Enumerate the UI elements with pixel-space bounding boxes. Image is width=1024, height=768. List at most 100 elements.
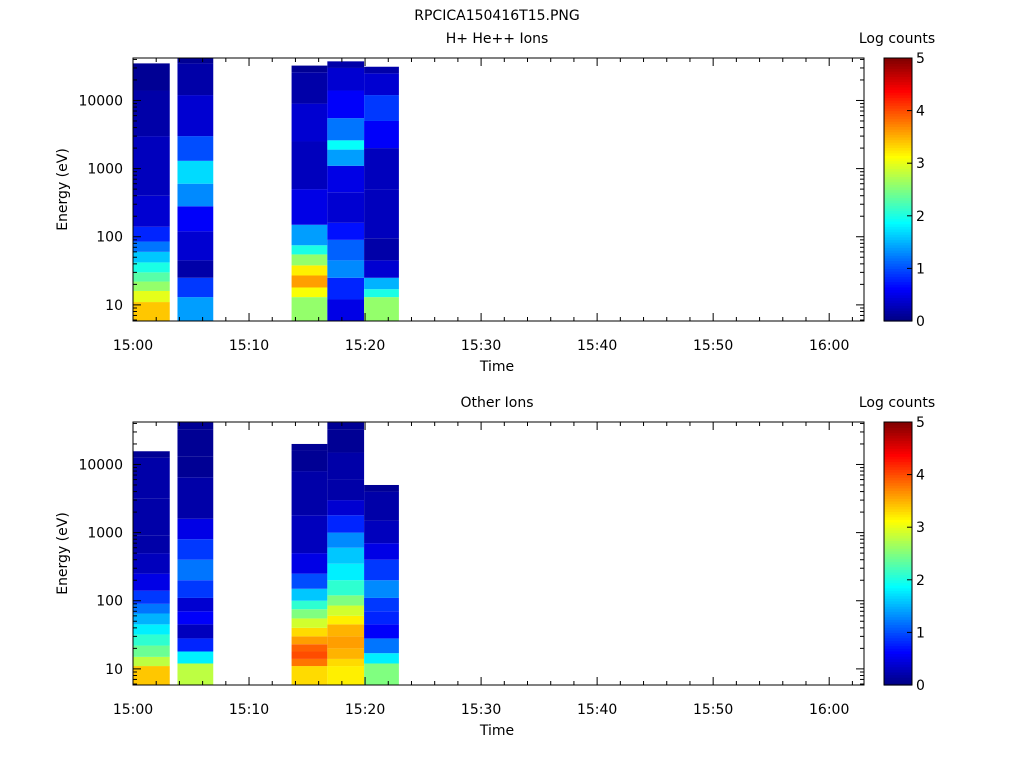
heatmap-cell xyxy=(327,239,365,261)
heatmap-cell xyxy=(364,289,399,298)
colorbar-segment xyxy=(884,89,912,93)
heatmap-cells xyxy=(133,422,399,685)
heatmap-cell xyxy=(364,73,399,96)
colorbar-segment xyxy=(884,445,912,449)
colorbar-segment xyxy=(884,464,912,468)
colorbar-segment xyxy=(884,239,912,243)
colorbar-label: Log counts xyxy=(859,395,935,411)
colorbar-segment xyxy=(884,281,912,285)
colorbar-segment xyxy=(884,223,912,227)
colorbar-tick-label: 5 xyxy=(916,51,925,67)
heatmap-cell xyxy=(327,452,365,480)
colorbar-segment xyxy=(884,110,912,114)
colorbar-segment xyxy=(884,115,912,120)
colorbar-segment xyxy=(884,242,912,246)
heatmap-cell xyxy=(327,299,365,321)
colorbar-segment xyxy=(884,629,912,633)
heatmap-cell xyxy=(133,603,170,614)
colorbar-segment xyxy=(884,545,912,549)
heatmap-cell xyxy=(327,67,365,91)
x-tick-label: 16:00 xyxy=(809,338,849,354)
x-tick-label: 15:50 xyxy=(693,702,733,718)
colorbar-segment xyxy=(884,147,912,151)
colorbar-segment xyxy=(884,144,912,149)
heatmap-cell xyxy=(327,532,365,548)
heatmap-cell xyxy=(327,563,365,581)
heatmap-cell xyxy=(291,65,328,73)
colorbar-segment xyxy=(884,236,912,241)
heatmap-cell xyxy=(177,638,214,652)
colorbar-segment xyxy=(884,613,912,618)
colorbar-segment xyxy=(884,139,912,143)
heatmap-cell xyxy=(327,666,365,685)
colorbar-segment xyxy=(884,284,912,288)
plot-frame xyxy=(132,421,865,686)
colorbar-segment xyxy=(884,532,912,536)
colorbar-segment xyxy=(884,590,912,594)
heatmap-cell xyxy=(364,638,399,654)
colorbar-segment xyxy=(884,424,912,428)
colorbar-segment xyxy=(884,516,912,520)
heatmap-cell xyxy=(364,624,399,639)
colorbar-segment xyxy=(884,540,912,544)
heatmap-cell xyxy=(291,275,328,288)
colorbar-segment xyxy=(884,493,912,497)
y-tick-label: 100 xyxy=(96,594,123,610)
colorbar-segment xyxy=(884,260,912,264)
heatmap-cell xyxy=(177,429,214,457)
heatmap-cell xyxy=(364,543,399,560)
colorbar-segment xyxy=(884,299,912,304)
plot-frame xyxy=(132,57,865,322)
colorbar-segment xyxy=(884,215,912,220)
colorbar-segment xyxy=(884,537,912,541)
colorbar-segment xyxy=(884,595,912,599)
colorbar-segment xyxy=(884,474,912,478)
y-axis-label: Energy (eV) xyxy=(55,512,71,595)
heatmap-cell xyxy=(327,479,365,501)
y-tick-label: 1000 xyxy=(87,526,123,542)
colorbar-segment xyxy=(884,129,912,133)
heatmap-cell xyxy=(327,222,365,240)
heatmap-cell xyxy=(291,573,328,589)
heatmap-cell xyxy=(364,277,399,290)
colorbar-segment xyxy=(884,234,912,238)
colorbar-segment xyxy=(884,471,912,476)
heatmap-cell xyxy=(291,450,328,472)
heatmap-cell xyxy=(327,149,365,166)
colorbar-segment xyxy=(884,458,912,463)
colorbar-segment xyxy=(884,121,912,125)
colorbar-segment xyxy=(884,632,912,636)
heatmap-cell xyxy=(327,90,365,119)
colorbar-segment xyxy=(884,73,912,78)
colorbar-segment xyxy=(884,671,912,676)
colorbar-segment xyxy=(884,207,912,212)
colorbar: 0 1 2 3 4 5 xyxy=(883,51,925,330)
colorbar-segment xyxy=(884,450,912,455)
heatmap-cell xyxy=(327,118,365,141)
heatmap-cell xyxy=(133,498,170,536)
colorbar-segment xyxy=(884,231,912,235)
y-tick-label: 10000 xyxy=(78,457,123,473)
colorbar-segment xyxy=(884,226,912,230)
colorbar-segment xyxy=(884,181,912,185)
colorbar-segment xyxy=(884,65,912,70)
panel-title: H+ He++ Ions xyxy=(446,31,549,47)
colorbar-segment xyxy=(884,521,912,526)
colorbar-segment xyxy=(884,163,912,167)
colorbar-segment xyxy=(884,635,912,639)
x-tick-label: 15:50 xyxy=(693,338,733,354)
heatmap-cell xyxy=(133,590,170,604)
colorbar-segment xyxy=(884,271,912,275)
colorbar-segment xyxy=(884,265,912,269)
colorbar-segment xyxy=(884,603,912,607)
colorbar-segment xyxy=(884,556,912,560)
heatmap-cell xyxy=(364,653,399,664)
colorbar-segment xyxy=(884,508,912,513)
y-axis-label: Energy (eV) xyxy=(55,148,71,231)
heatmap-cell xyxy=(133,457,170,499)
heatmap-cell xyxy=(177,297,214,321)
colorbar-segment xyxy=(884,58,912,62)
colorbar-segment xyxy=(884,608,912,612)
colorbar-segment xyxy=(884,666,912,670)
x-axis-label: Time xyxy=(479,359,514,375)
